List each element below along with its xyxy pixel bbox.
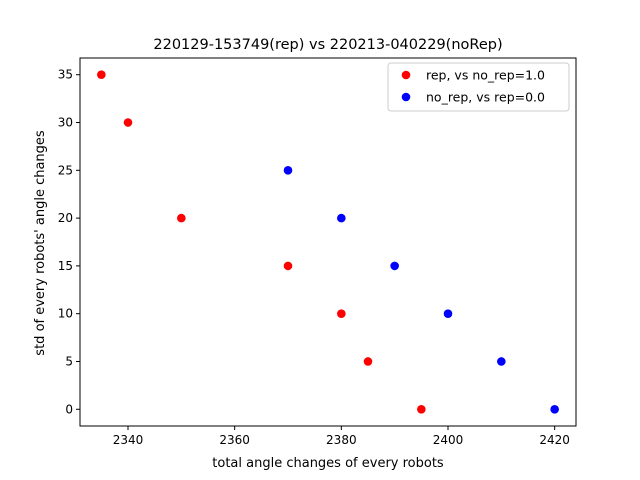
x-tick-label: 2360 (219, 433, 250, 447)
series-2-point (550, 404, 559, 414)
chart-title: 220129-153749(rep) vs 220213-040229(noRe… (153, 37, 502, 53)
series-1-point (417, 404, 426, 414)
y-tick-label: 25 (58, 163, 73, 177)
y-tick-label: 10 (58, 307, 73, 321)
legend-label: no_rep, vs rep=0.0 (426, 90, 545, 105)
legend-marker (401, 92, 411, 102)
y-tick-label: 30 (58, 116, 73, 130)
y-tick-label: 15 (58, 259, 73, 273)
series-2-point (443, 309, 453, 318)
y-axis: 0 5 10 15 20 25 30 35 (58, 68, 80, 416)
series-1-point (97, 70, 106, 80)
x-tick-label: 2380 (326, 433, 357, 447)
legend: rep, vs no_rep=1.0 no_rep, vs rep=0.0 (387, 62, 570, 112)
y-tick-label: 5 (65, 354, 73, 368)
series-1-point (363, 357, 373, 366)
legend-marker (401, 70, 411, 80)
legend-label: rep, vs no_rep=1.0 (426, 68, 545, 83)
y-tick-label: 20 (58, 211, 73, 225)
data-points (97, 70, 559, 414)
y-axis-label: std of every robots' angle changes (33, 130, 48, 356)
legend-box (387, 62, 570, 112)
x-axis-label: total angle changes of every robots (212, 456, 444, 471)
series-2-point (390, 261, 399, 271)
y-tick-label: 0 (65, 402, 73, 416)
series-1-point (177, 213, 186, 223)
series-1-point (337, 309, 346, 318)
x-tick-label: 2400 (433, 433, 464, 447)
x-axis: 2340 2360 2380 2400 2420 (113, 426, 570, 447)
plot-area (79, 57, 577, 427)
x-tick-label: 2340 (113, 433, 144, 447)
series-2-point (283, 166, 293, 175)
series-1-point (123, 118, 133, 127)
series-1-point (283, 261, 293, 271)
series-2-point (497, 357, 506, 366)
series-2-point (337, 213, 346, 223)
x-tick-label: 2420 (539, 433, 570, 447)
axes-frame (79, 57, 577, 427)
y-tick-label: 35 (58, 68, 73, 82)
